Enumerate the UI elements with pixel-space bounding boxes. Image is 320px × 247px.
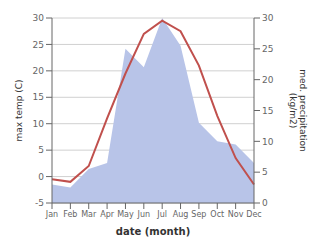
svg-text:Jun: Jun bbox=[137, 210, 151, 219]
svg-text:0: 0 bbox=[38, 172, 44, 182]
svg-text:Aug: Aug bbox=[173, 210, 189, 219]
svg-text:max temp (C): max temp (C) bbox=[14, 79, 24, 141]
svg-text:Dec: Dec bbox=[246, 210, 261, 219]
svg-text:0: 0 bbox=[262, 198, 268, 208]
svg-text:25: 25 bbox=[33, 40, 44, 50]
svg-text:20: 20 bbox=[33, 66, 45, 76]
svg-text:5: 5 bbox=[38, 145, 44, 155]
svg-text:-5: -5 bbox=[35, 198, 44, 208]
svg-text:Mar: Mar bbox=[81, 210, 97, 219]
svg-text:May: May bbox=[117, 210, 134, 219]
svg-text:Nov: Nov bbox=[228, 210, 244, 219]
svg-text:Apr: Apr bbox=[100, 210, 115, 219]
svg-text:20: 20 bbox=[262, 75, 274, 85]
svg-text:med. precipitation(kg/m2): med. precipitation(kg/m2) bbox=[288, 69, 308, 151]
svg-text:30: 30 bbox=[33, 13, 45, 23]
svg-text:Oct: Oct bbox=[210, 210, 224, 219]
svg-text:30: 30 bbox=[262, 13, 274, 23]
svg-text:5: 5 bbox=[262, 167, 268, 177]
svg-text:25: 25 bbox=[262, 44, 273, 54]
svg-text:15: 15 bbox=[262, 106, 273, 116]
svg-text:10: 10 bbox=[33, 119, 45, 129]
svg-text:Sep: Sep bbox=[191, 210, 206, 219]
svg-text:date (month): date (month) bbox=[116, 226, 190, 237]
svg-text:Jul: Jul bbox=[156, 210, 167, 219]
svg-text:15: 15 bbox=[33, 92, 44, 102]
svg-text:10: 10 bbox=[262, 137, 274, 147]
svg-text:Feb: Feb bbox=[63, 210, 77, 219]
svg-text:Jan: Jan bbox=[45, 210, 58, 219]
